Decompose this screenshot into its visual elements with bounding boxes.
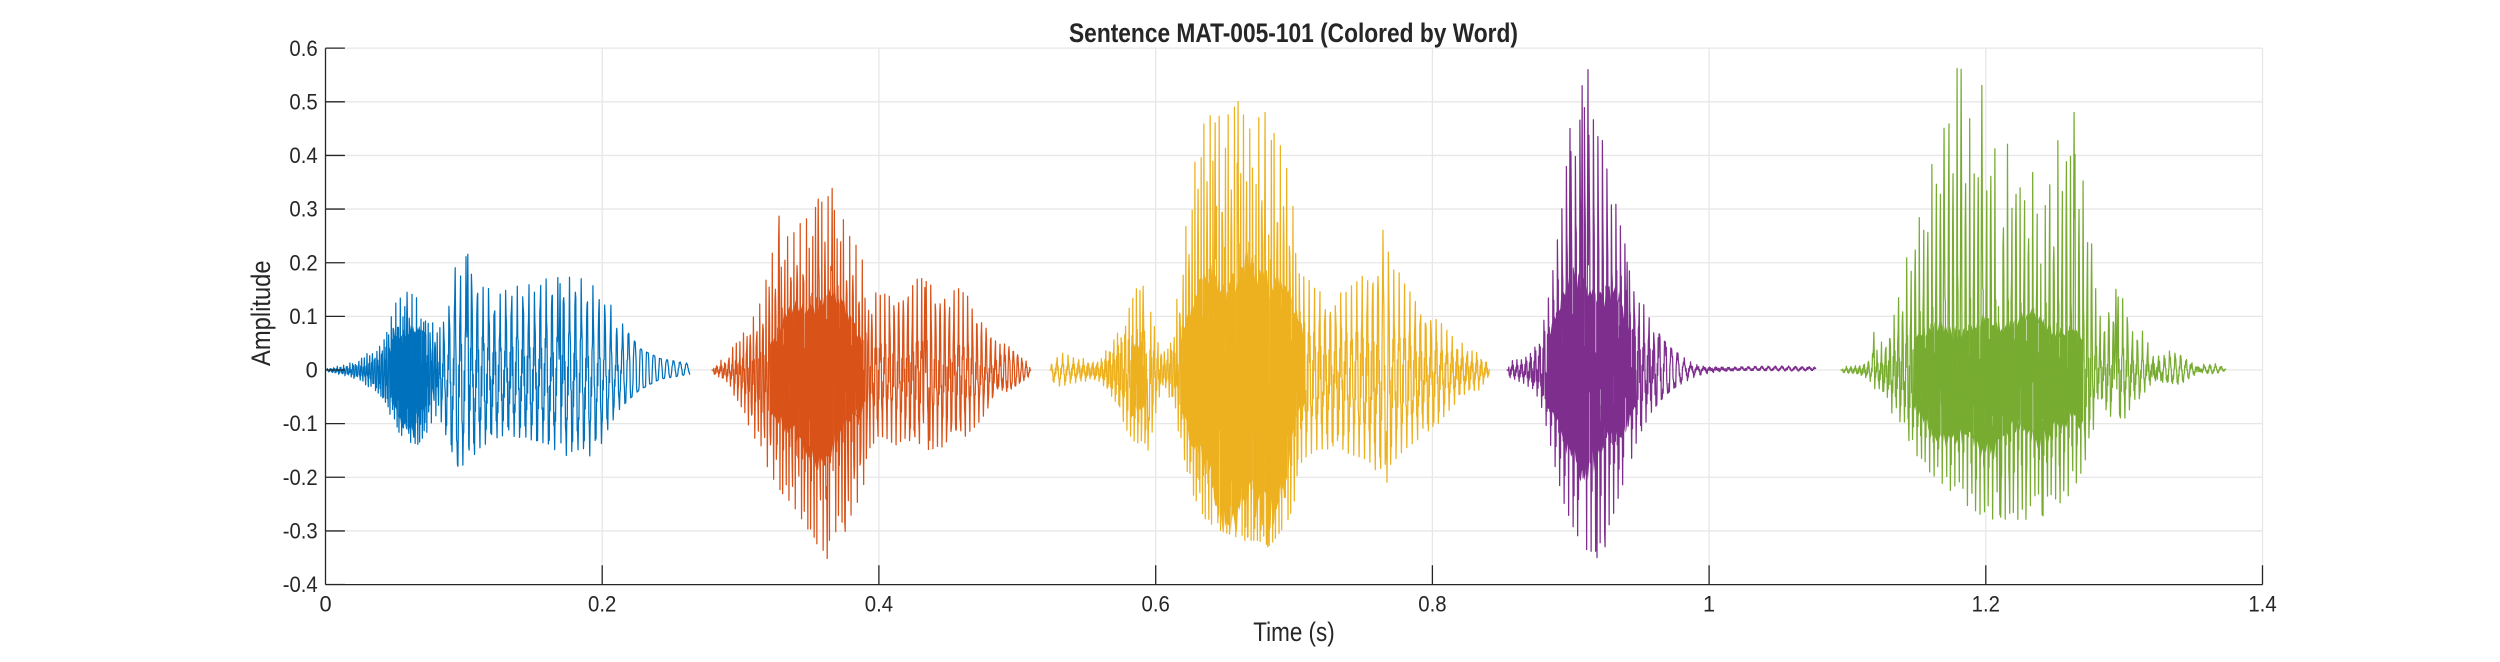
svg-text:0.6: 0.6: [289, 36, 317, 61]
svg-text:0.5: 0.5: [289, 89, 317, 114]
svg-text:-0.3: -0.3: [283, 519, 318, 544]
svg-text:1.2: 1.2: [1972, 591, 2000, 616]
svg-text:0: 0: [306, 358, 318, 383]
svg-text:0: 0: [319, 591, 331, 616]
svg-text:0.2: 0.2: [289, 250, 317, 275]
svg-text:1: 1: [1703, 591, 1715, 616]
svg-text:0.4: 0.4: [865, 591, 893, 616]
svg-text:0.4: 0.4: [289, 143, 317, 168]
svg-text:-0.4: -0.4: [283, 572, 318, 597]
svg-text:1.4: 1.4: [2248, 591, 2276, 616]
svg-text:Sentence MAT-005-101 (Colored: Sentence MAT-005-101 (Colored by Word): [1069, 18, 1518, 48]
svg-text:0.2: 0.2: [588, 591, 616, 616]
svg-text:0.1: 0.1: [289, 304, 317, 329]
svg-text:0.3: 0.3: [289, 197, 317, 222]
svg-text:Amplitude: Amplitude: [246, 260, 276, 366]
svg-text:0.6: 0.6: [1142, 591, 1170, 616]
svg-text:Time (s): Time (s): [1253, 617, 1334, 647]
svg-text:-0.2: -0.2: [283, 465, 318, 490]
svg-text:0.8: 0.8: [1418, 591, 1446, 616]
svg-text:-0.1: -0.1: [283, 411, 318, 436]
